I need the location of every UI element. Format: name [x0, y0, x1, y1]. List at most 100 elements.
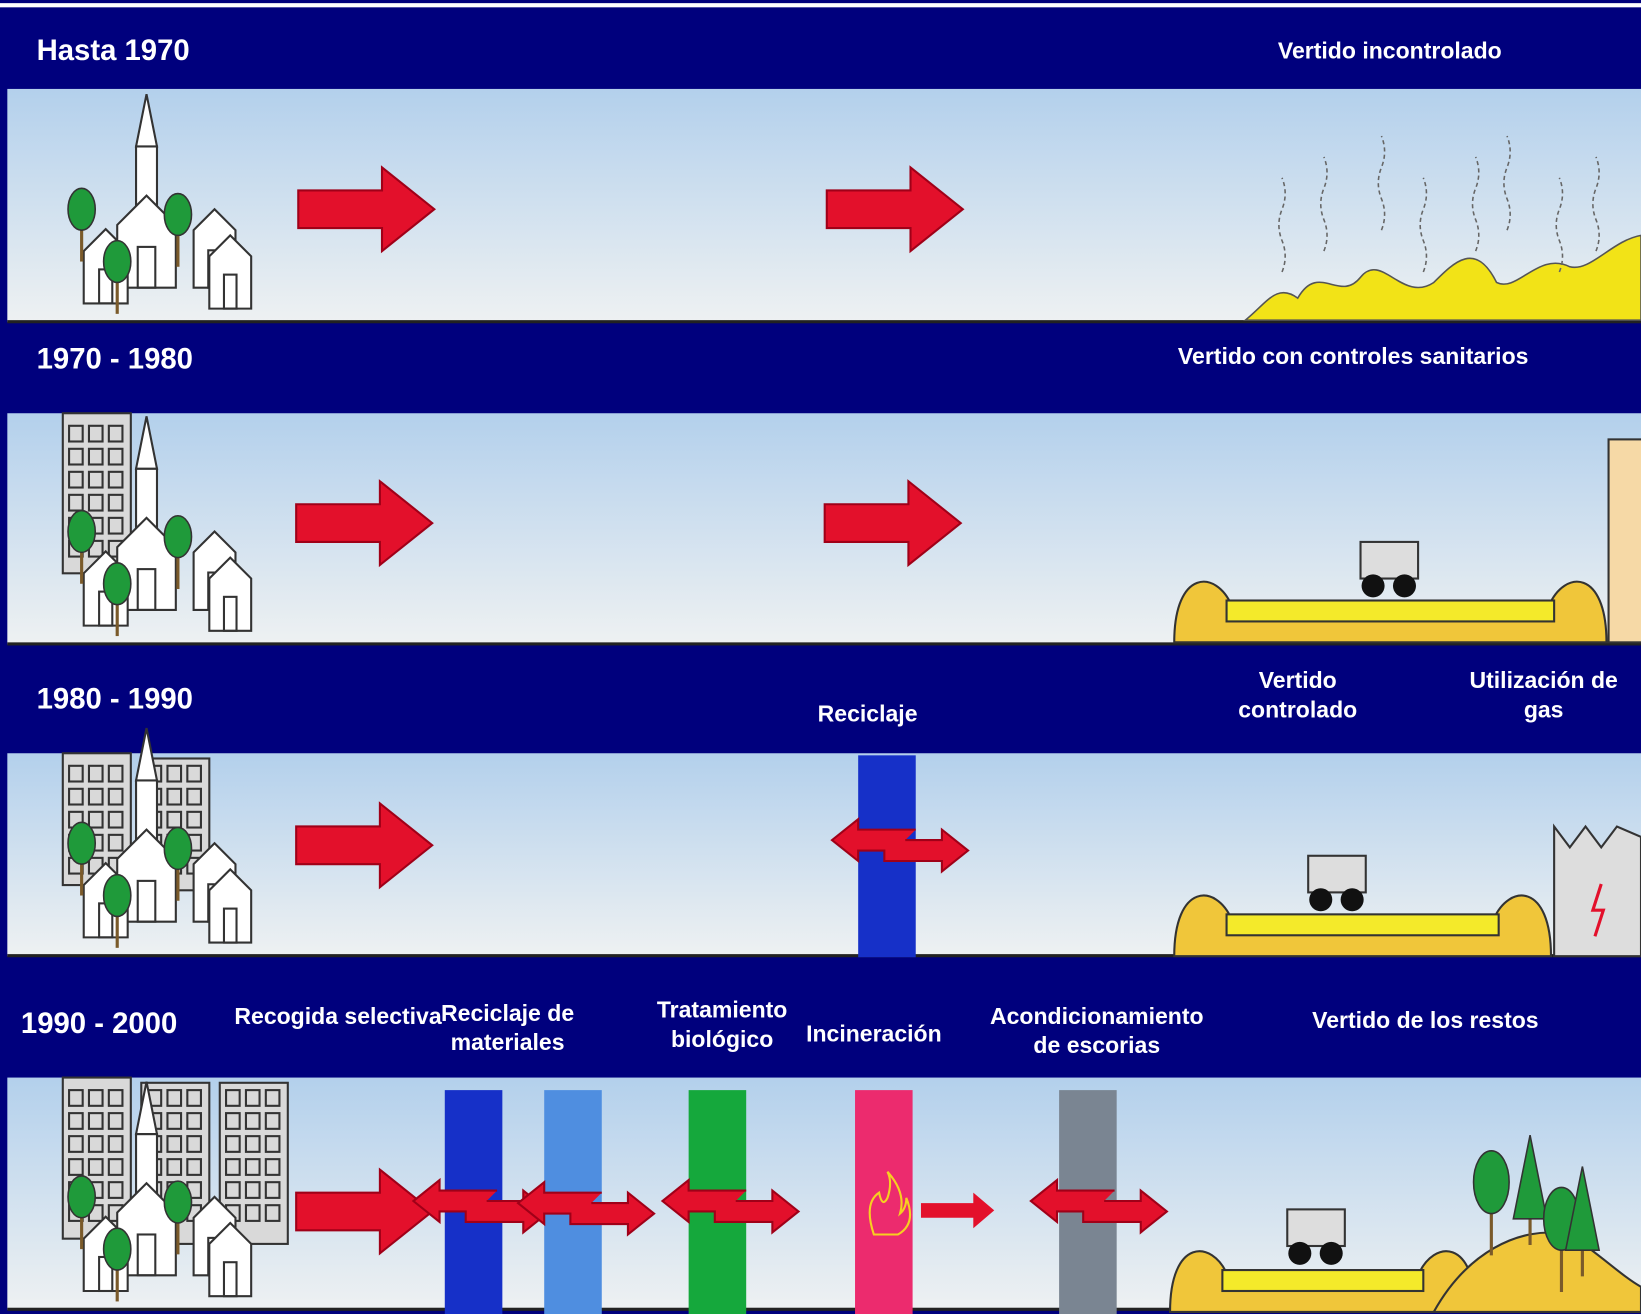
- wheel: [1392, 574, 1416, 598]
- door: [222, 1261, 238, 1298]
- flow-arrow: [823, 479, 963, 568]
- window: [107, 516, 124, 535]
- window: [87, 1112, 104, 1130]
- window: [107, 447, 124, 466]
- label-line: Tratamiento: [657, 997, 787, 1023]
- window: [186, 1158, 202, 1176]
- ground-line: [7, 954, 1641, 958]
- tree: [163, 1180, 193, 1224]
- flame: [868, 1171, 912, 1236]
- window: [107, 424, 124, 443]
- door: [222, 907, 238, 944]
- window: [107, 1135, 124, 1153]
- gas-fume: [1419, 177, 1428, 273]
- tree: [1564, 1166, 1601, 1251]
- town: [61, 412, 253, 637]
- window: [166, 1112, 183, 1130]
- gas-fume: [1278, 177, 1286, 273]
- window: [107, 1112, 124, 1130]
- waste-heap: [1243, 234, 1641, 321]
- window: [186, 1089, 202, 1107]
- window: [107, 810, 124, 829]
- window: [87, 424, 104, 443]
- gas-fume: [1503, 135, 1511, 231]
- gas-fume: [1319, 156, 1328, 252]
- tree: [67, 509, 97, 554]
- wheel: [1319, 1241, 1343, 1265]
- window: [166, 1158, 183, 1176]
- window: [244, 1135, 261, 1153]
- window: [87, 493, 104, 512]
- window: [264, 1204, 281, 1222]
- window: [186, 1135, 202, 1153]
- flow-arrow: [825, 165, 965, 254]
- top-rule: [0, 3, 1641, 8]
- stage-label: Utilización de gas: [1469, 667, 1618, 722]
- gas-fume: [1377, 135, 1386, 231]
- window: [87, 1135, 104, 1153]
- tree: [163, 826, 193, 871]
- label-line: controlado: [1238, 696, 1357, 722]
- window: [244, 1158, 261, 1176]
- town: [61, 727, 253, 948]
- tree: [102, 562, 132, 606]
- window: [225, 1089, 241, 1107]
- tree: [1512, 1134, 1548, 1220]
- tree: [102, 873, 132, 918]
- door: [136, 1233, 157, 1277]
- recycle-arrow: [516, 1180, 656, 1237]
- tree: [163, 514, 193, 559]
- flow-arrow: [920, 1192, 995, 1229]
- window: [225, 1135, 241, 1153]
- label-line: materiales: [451, 1029, 565, 1055]
- door: [222, 595, 238, 632]
- window: [225, 1158, 241, 1176]
- window: [68, 493, 84, 512]
- window: [107, 764, 124, 783]
- window: [68, 1158, 84, 1176]
- window: [68, 424, 84, 443]
- wheel: [1288, 1241, 1312, 1265]
- house: [208, 233, 253, 310]
- window: [107, 1181, 124, 1199]
- steeple: [134, 1081, 159, 1136]
- window: [68, 1112, 84, 1130]
- label-line: Vertido: [1259, 667, 1337, 693]
- steeple: [134, 727, 159, 782]
- ground-line: [7, 642, 1641, 646]
- recycle-arrow: [660, 1177, 801, 1235]
- town: [67, 93, 253, 314]
- period-label: 1990 - 2000: [21, 1007, 177, 1040]
- window: [107, 470, 124, 489]
- window: [87, 1158, 104, 1176]
- label-line: Vertido con controles sanitarios: [1178, 343, 1529, 369]
- steeple: [134, 93, 159, 148]
- window: [68, 787, 84, 806]
- stage-label: Vertido incontrolado: [1278, 37, 1502, 63]
- window: [68, 1135, 84, 1153]
- window: [264, 1135, 281, 1153]
- label-line: Reciclaje de: [441, 1000, 574, 1026]
- window: [264, 1112, 281, 1130]
- landfill-cell: [1225, 913, 1500, 937]
- stage-label: Reciclaje: [818, 701, 918, 727]
- window: [87, 1089, 104, 1107]
- tree: [102, 1227, 132, 1271]
- label-line: Acondicionamiento: [990, 1003, 1204, 1029]
- bulldozer: [1359, 540, 1420, 580]
- label-line: Utilización de: [1469, 667, 1618, 693]
- ground-line: [7, 1307, 1641, 1311]
- label-line: biológico: [671, 1026, 773, 1052]
- gas-plant: [1607, 438, 1641, 644]
- flow-arrow: [295, 1167, 434, 1256]
- label-line: Vertido incontrolado: [1278, 37, 1502, 63]
- window: [244, 1089, 261, 1107]
- window: [186, 764, 202, 783]
- window: [166, 787, 183, 806]
- bulldozer: [1286, 1208, 1346, 1248]
- label-line: de escorias: [1033, 1032, 1160, 1058]
- landfill-cell: [1221, 1269, 1425, 1293]
- window: [87, 447, 104, 466]
